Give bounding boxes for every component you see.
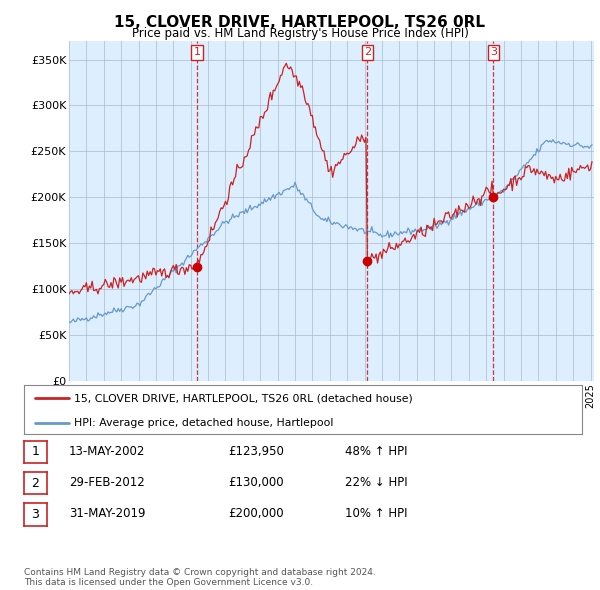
Text: 29-FEB-2012: 29-FEB-2012 bbox=[69, 476, 145, 489]
Text: 48% ↑ HPI: 48% ↑ HPI bbox=[345, 445, 407, 458]
Text: 3: 3 bbox=[31, 508, 40, 521]
Text: 15, CLOVER DRIVE, HARTLEPOOL, TS26 0RL (detached house): 15, CLOVER DRIVE, HARTLEPOOL, TS26 0RL (… bbox=[74, 394, 413, 404]
Text: 2: 2 bbox=[364, 47, 371, 57]
Text: 13-MAY-2002: 13-MAY-2002 bbox=[69, 445, 145, 458]
Text: £130,000: £130,000 bbox=[228, 476, 284, 489]
Text: £123,950: £123,950 bbox=[228, 445, 284, 458]
Text: 2: 2 bbox=[31, 477, 40, 490]
Text: 3: 3 bbox=[490, 47, 497, 57]
Text: Price paid vs. HM Land Registry's House Price Index (HPI): Price paid vs. HM Land Registry's House … bbox=[131, 27, 469, 40]
Text: Contains HM Land Registry data © Crown copyright and database right 2024.
This d: Contains HM Land Registry data © Crown c… bbox=[24, 568, 376, 587]
Text: 10% ↑ HPI: 10% ↑ HPI bbox=[345, 507, 407, 520]
Text: 1: 1 bbox=[193, 47, 200, 57]
Text: 22% ↓ HPI: 22% ↓ HPI bbox=[345, 476, 407, 489]
Text: 31-MAY-2019: 31-MAY-2019 bbox=[69, 507, 146, 520]
Text: 15, CLOVER DRIVE, HARTLEPOOL, TS26 0RL: 15, CLOVER DRIVE, HARTLEPOOL, TS26 0RL bbox=[115, 15, 485, 30]
Text: HPI: Average price, detached house, Hartlepool: HPI: Average price, detached house, Hart… bbox=[74, 418, 334, 428]
Text: £200,000: £200,000 bbox=[228, 507, 284, 520]
Text: 1: 1 bbox=[31, 445, 40, 458]
